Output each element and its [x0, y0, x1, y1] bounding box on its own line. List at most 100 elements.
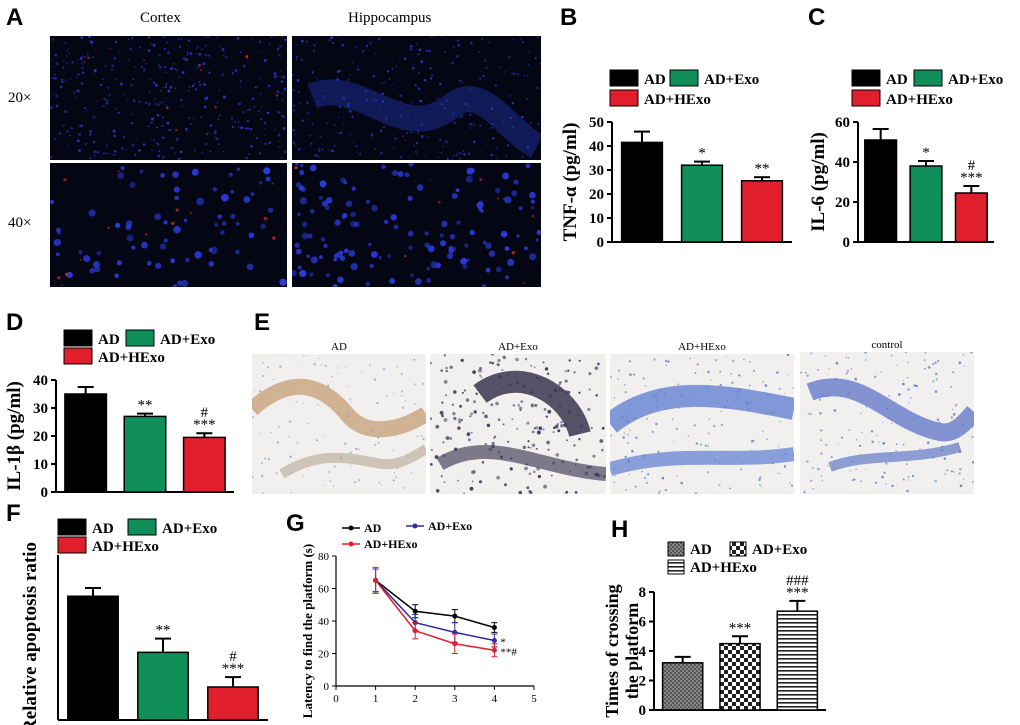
- texture-dot: [119, 60, 121, 63]
- texture-dot: [536, 466, 540, 471]
- texture-dot: [414, 84, 417, 87]
- texture-dot: [722, 388, 725, 390]
- texture-dot: [613, 397, 616, 399]
- texture-dot: [176, 69, 179, 72]
- texture-dot: [873, 375, 877, 379]
- legend-label: AD: [364, 521, 382, 535]
- texture-dot: [776, 371, 779, 374]
- texture-dot: [478, 51, 481, 53]
- texture-dot: [349, 425, 351, 427]
- texture-dot: [162, 86, 164, 89]
- texture-dot: [461, 82, 464, 84]
- texture-dot: [356, 68, 360, 71]
- texture-dot: [403, 57, 407, 60]
- texture-dot: [189, 211, 193, 214]
- texture-dot: [552, 461, 556, 465]
- texture-dot: [148, 36, 151, 39]
- texture-dot: [596, 362, 600, 366]
- texture-dot: [417, 129, 419, 132]
- texture-dot: [950, 386, 953, 388]
- texture-dot: [625, 409, 628, 412]
- data-point: [412, 608, 418, 614]
- texture-dot: [289, 420, 292, 423]
- texture-dot: [511, 251, 516, 255]
- texture-dot: [417, 71, 420, 74]
- texture-dot: [881, 475, 884, 479]
- texture-dot: [278, 111, 281, 114]
- texture-dot: [368, 39, 371, 41]
- texture-dot: [505, 155, 508, 158]
- texture-dot: [884, 462, 888, 465]
- texture-dot: [202, 62, 206, 66]
- ihc-texture-ad-hexo: [610, 354, 794, 494]
- texture-dot: [177, 38, 180, 40]
- texture-dot: [468, 105, 471, 107]
- texture-dot: [138, 46, 142, 49]
- texture-dot: [521, 41, 524, 44]
- texture-dot: [319, 180, 327, 188]
- texture-dot: [620, 415, 624, 418]
- texture-dot: [393, 147, 395, 150]
- texture-dot: [892, 402, 895, 405]
- texture-dot: [208, 54, 211, 57]
- texture-dot: [664, 488, 667, 492]
- texture-dot: [57, 276, 61, 280]
- texture-dot: [295, 58, 298, 61]
- texture-dot: [865, 406, 868, 408]
- texture-dot: [400, 394, 403, 397]
- texture-dot: [484, 59, 486, 62]
- texture-dot: [664, 359, 668, 363]
- texture-dot: [87, 56, 90, 60]
- texture-dot: [90, 40, 94, 44]
- texture-dot: [298, 272, 301, 274]
- texture-dot: [625, 415, 628, 418]
- texture-dot: [555, 453, 560, 457]
- texture-dots: [57, 170, 276, 287]
- texture-dot: [214, 106, 217, 109]
- texture-dot: [737, 387, 740, 390]
- texture-dot: [771, 462, 774, 465]
- texture-dot: [53, 77, 56, 79]
- texture-dot: [424, 231, 429, 236]
- texture-dot: [154, 98, 156, 100]
- texture-dot: [907, 361, 909, 364]
- texture-dot: [347, 385, 350, 388]
- texture-dot: [951, 408, 954, 411]
- texture-dot: [397, 171, 404, 177]
- texture-dot: [426, 266, 431, 271]
- texture-dot: [161, 155, 165, 159]
- texture-dot: [895, 443, 898, 446]
- texture-dot: [281, 92, 284, 94]
- texture-dot: [490, 126, 493, 129]
- texture-dot: [196, 53, 198, 55]
- texture-dot: [632, 416, 635, 420]
- texture-dot: [895, 450, 897, 452]
- texture-dot: [415, 113, 417, 116]
- texture-dot: [163, 47, 166, 50]
- texture-dot: [891, 484, 894, 488]
- texture-dot: [715, 401, 717, 404]
- series-line-ad: [375, 579, 495, 629]
- texture-dot: [172, 284, 178, 287]
- y-tick-label: 40: [835, 155, 850, 171]
- texture-dot: [502, 355, 506, 360]
- texture-dot: [400, 372, 403, 376]
- x-tick-label: 2: [412, 693, 418, 705]
- texture-dot: [309, 134, 311, 137]
- texture-dot: [407, 230, 414, 237]
- texture-dot: [150, 121, 153, 125]
- texture-dot: [543, 408, 547, 411]
- texture-dot: [828, 368, 830, 370]
- texture-dot: [328, 149, 330, 151]
- texture-dot: [245, 156, 248, 160]
- texture-dot: [131, 143, 135, 147]
- texture-dot: [502, 172, 510, 180]
- texture-dot: [248, 232, 255, 239]
- texture-dot: [180, 38, 183, 40]
- texture-dot: [134, 66, 137, 68]
- texture-dot: [337, 116, 340, 118]
- texture-dot: [501, 369, 504, 372]
- texture-dot: [79, 258, 82, 261]
- texture-dot: [466, 258, 471, 262]
